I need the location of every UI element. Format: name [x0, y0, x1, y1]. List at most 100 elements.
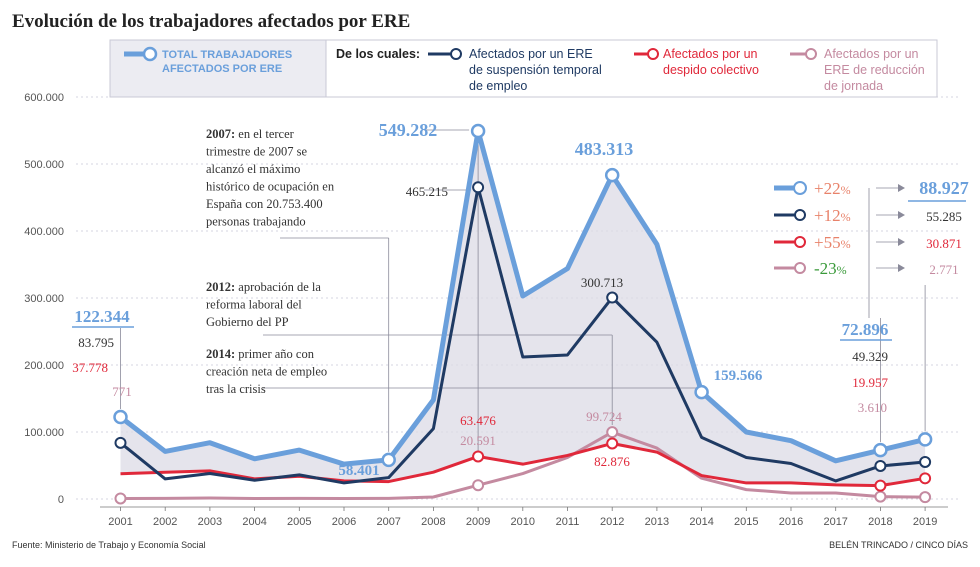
x-tick-label-2016: 2016 [779, 516, 803, 528]
legend-total-label-2: AFECTADOS POR ERE [162, 63, 282, 75]
label-2018-despido: 19.957 [852, 375, 888, 390]
change-despido-pct-unit: % [841, 237, 851, 251]
x-tick-label-2004: 2004 [242, 516, 266, 528]
legend-reduccion-label-3: de jornada [824, 79, 883, 93]
y-tick-label-4: 400.000 [24, 226, 64, 238]
x-tick-label-2015: 2015 [734, 516, 758, 528]
note-0-bold: 2007: [206, 127, 238, 141]
x-tick-label-2018: 2018 [868, 516, 892, 528]
change-suspension-pct-unit: % [841, 210, 851, 224]
marker-reduccion-2018 [874, 490, 887, 503]
note-0-line-3: histórico de ocupación en [206, 180, 335, 194]
note-1-text: aprobación de la [238, 280, 321, 294]
change-despido-arrow-head [898, 238, 905, 246]
legend-de-los-cuales: De los cuales: [336, 47, 420, 61]
x-tick-label-2006: 2006 [332, 516, 356, 528]
marker-total-2018 [873, 442, 888, 458]
annotation-notes: 2007: en el tercer trimestre de 2007 se al… [206, 127, 335, 396]
legend-reduccion-marker [805, 48, 817, 60]
marker-reduccion-2009 [472, 479, 485, 492]
y-tick-label-0: 0 [58, 494, 64, 506]
change-table: +22% 88.927 +12% 55.285 +55% 30.871 -23% 2.771 [774, 178, 969, 318]
change-suspension-pct: +12% [814, 206, 851, 225]
marker-reduccion-2012 [606, 426, 619, 439]
x-tick-label-2002: 2002 [153, 516, 177, 528]
y-tick-label-2: 200.000 [24, 360, 64, 372]
label-2009-despido: 63.476 [460, 413, 496, 428]
x-tick-label-2017: 2017 [823, 516, 847, 528]
marker-total-2012 [604, 167, 620, 183]
change-total-arrow-head [898, 184, 905, 192]
note-2-line-0: 2014: primer año con [206, 347, 315, 361]
legend-total-label-1: TOTAL TRABAJADORES [162, 49, 292, 61]
y-tick-label-5: 500.000 [24, 159, 64, 171]
change-reduccion-value: 2.771 [929, 262, 958, 277]
legend-despido-label-1: Afectados por un [663, 47, 758, 61]
x-tick-label-2013: 2013 [645, 516, 669, 528]
x-tick-label-2019: 2019 [913, 516, 937, 528]
source-note: Fuente: Ministerio de Trabajo y Economía… [12, 540, 206, 550]
x-tick-label-2010: 2010 [511, 516, 535, 528]
x-tick-label-2014: 2014 [689, 516, 713, 528]
x-tick-label-2009: 2009 [466, 516, 490, 528]
note-1-line-2: Gobierno del PP [206, 315, 289, 329]
legend-despido-label-2: despido colectivo [663, 63, 759, 77]
marker-total-2009 [470, 123, 486, 139]
note-2-line-2: tras la crisis [206, 382, 266, 396]
legend-suspension-label-2: de suspensión temporal [469, 63, 602, 77]
legend: TOTAL TRABAJADORES AFECTADOS POR ERE De … [109, 39, 938, 98]
marker-suspension-2019 [919, 455, 932, 468]
marker-suspension-2001 [114, 436, 127, 449]
note-0-line-0: 2007: en el tercer [206, 127, 295, 141]
change-total-marker [793, 181, 807, 195]
change-suspension-marker [794, 209, 806, 221]
change-despido-value: 30.871 [926, 236, 962, 251]
note-0-line-5: personas trabajando [206, 215, 306, 229]
series-line-reduccion [120, 430, 926, 500]
marker-total-2014 [694, 384, 709, 400]
marker-reduccion-2019 [919, 491, 932, 504]
note-2-bold: 2014: [206, 347, 238, 361]
legend-detail-box [325, 39, 938, 98]
y-tick-label-6: 600.000 [24, 92, 64, 104]
chart-title: Evolución de los trabajadores afectados … [12, 11, 410, 32]
change-total-pct-unit: % [841, 183, 851, 197]
legend-reduccion-label-2: ERE de reducción [824, 63, 925, 77]
label-2007-total: 58.401 [338, 463, 379, 479]
marker-despido-2019 [919, 472, 932, 485]
label-2001-suspension: 83.795 [78, 335, 114, 350]
series-line-suspension [119, 185, 926, 485]
marker-despido-2018 [874, 479, 887, 492]
marker-suspension-2009 [472, 181, 485, 194]
legend-suspension-marker [450, 48, 462, 60]
series-lines [113, 123, 933, 505]
label-2001-reduccion: 771 [112, 384, 132, 399]
marker-suspension-2012 [606, 291, 619, 304]
change-suspension-value: 55.285 [926, 209, 962, 224]
note-1-line-0: 2012: aprobación de la [206, 280, 321, 294]
label-2014-total: 159.566 [714, 368, 763, 384]
legend-suspension-label-1: Afectados por un ERE [469, 47, 593, 61]
change-reduccion-pct-unit: % [837, 263, 847, 277]
label-2012-suspension: 300.713 [581, 275, 623, 290]
label-2009-suspension: 465.215 [406, 184, 448, 199]
label-2012-despido: 82.876 [594, 454, 630, 469]
label-2018-suspension: 49.329 [852, 349, 888, 364]
change-suspension-arrow-head [898, 211, 905, 219]
change-total-value: 88.927 [919, 178, 969, 198]
label-2001-total: 122.344 [74, 307, 130, 326]
change-despido-pct: +55% [814, 233, 851, 252]
change-reduccion-marker [794, 262, 806, 274]
marker-total-2007 [381, 452, 396, 468]
label-2012-reduccion: 99.724 [586, 409, 622, 424]
credit-note: BELÉN TRINCADO / CINCO DÍAS [829, 540, 968, 550]
x-tick-label-2001: 2001 [108, 516, 132, 528]
legend-despido-marker [647, 48, 659, 60]
x-tick-label-2005: 2005 [287, 516, 311, 528]
note-0-line-1: trimestre de 2007 se [206, 145, 307, 159]
legend-reduccion-label-1: Afectados por un [824, 47, 919, 61]
marker-suspension-2018 [874, 459, 887, 472]
x-axis: 2001 2002 2003 2004 2005 2006 2007 2008 2009 2010… [100, 506, 948, 528]
legend-total-marker [142, 46, 158, 62]
